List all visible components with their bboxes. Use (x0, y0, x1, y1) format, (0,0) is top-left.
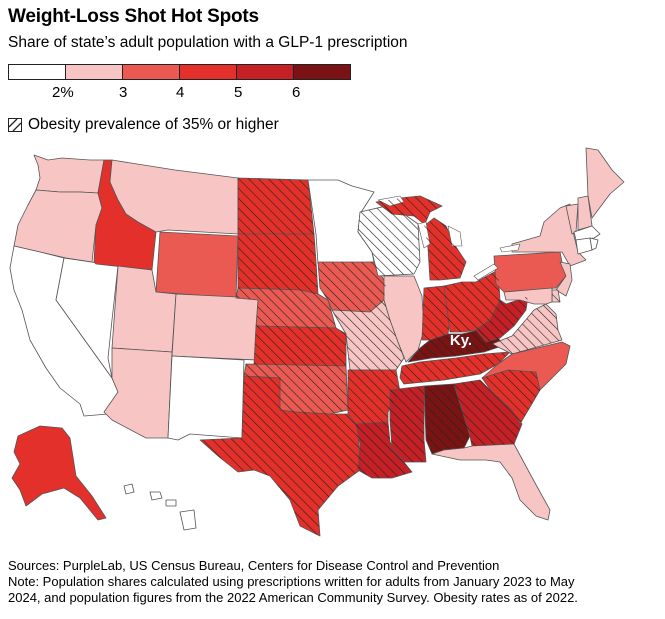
state-de-hatch (552, 290, 560, 302)
lake-shape (473, 263, 499, 281)
notes: Sources: PurpleLab, US Census Bureau, Ce… (8, 558, 658, 606)
state-tn-hatch (400, 352, 510, 384)
state-tx-hatch (200, 376, 360, 536)
legend-tick-label: 5 (234, 84, 243, 101)
state-ct (575, 237, 593, 255)
legend-swatch-4 (236, 64, 294, 80)
state-nj (555, 261, 573, 297)
legend-swatch-1 (65, 64, 123, 80)
state-nd-hatch (238, 178, 314, 234)
legend-swatch-5 (293, 64, 351, 80)
state-wa (33, 154, 105, 194)
note-line-1: Note: Population shares calculated using… (8, 574, 575, 589)
state-va-hatch (492, 304, 562, 354)
state-mo-hatch (332, 300, 404, 370)
state-in-hatch (422, 286, 450, 340)
state-ak (11, 425, 107, 521)
state-mt (109, 159, 239, 235)
legend-tick-label: 3 (119, 84, 128, 101)
state-ny (511, 203, 587, 267)
note-line-2: 2024, and population figures from the 20… (8, 590, 578, 605)
legend-tick-label: 4 (176, 84, 185, 101)
state-ma (573, 225, 601, 241)
state-ne-hatch (236, 288, 336, 328)
color-legend (8, 64, 351, 82)
state-wi-hatch (358, 206, 420, 276)
state-me (585, 147, 625, 219)
legend-swatch-2 (122, 64, 180, 80)
state-co (171, 293, 259, 361)
state-ri (589, 237, 599, 251)
state-oh-hatch (444, 270, 500, 332)
legend-tick-label: 2% (52, 84, 74, 101)
state-hi (123, 483, 197, 531)
hatch-legend-label: Obesity prevalence of 35% or higher (28, 116, 279, 133)
us-map: Ky. (9, 147, 625, 537)
sources-text: Sources: PurpleLab, US Census Bureau, Ce… (8, 558, 500, 573)
state-ia-hatch (318, 262, 386, 312)
chart-subtitle: Share of state’s adult population with a… (8, 34, 408, 51)
state-pa (493, 251, 567, 293)
legend-tick-label: 6 (292, 84, 301, 101)
state-ar-hatch (348, 370, 400, 424)
legend-swatch-3 (179, 64, 237, 80)
state-ok-hatch (244, 364, 348, 414)
state-wy (155, 231, 239, 299)
state-mi-hatch (376, 196, 466, 280)
legend-swatch-0 (8, 64, 66, 80)
state-sd-hatch (238, 234, 318, 294)
hatch-swatch-icon (8, 118, 22, 132)
chart-title: Weight-Loss Shot Hot Spots (8, 6, 259, 27)
state-nm (167, 355, 245, 441)
state-ms-hatch (390, 386, 426, 462)
state-wv-hatch (476, 296, 528, 342)
legend-tick-labels: 2% 3 4 5 6 (8, 84, 368, 102)
state-fl (431, 443, 551, 521)
state-ga-hatch (454, 380, 522, 446)
state-al-hatch (424, 384, 470, 454)
hatch-legend: Obesity prevalence of 35% or higher (8, 116, 279, 134)
state-ks-hatch (254, 326, 346, 366)
state-sc-hatch (482, 370, 540, 424)
state-la-hatch (356, 422, 412, 478)
lake-shape (499, 243, 521, 253)
map-label-ky: Ky. (450, 332, 472, 349)
